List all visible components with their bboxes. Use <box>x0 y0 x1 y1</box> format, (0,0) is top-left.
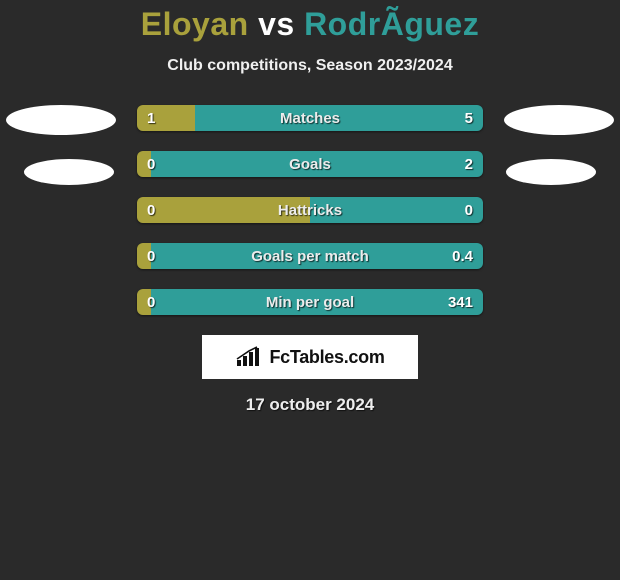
player-right-photo-placeholder-1 <box>504 105 614 135</box>
title-vs: vs <box>249 6 304 42</box>
player-right-photo-placeholder-2 <box>506 159 596 185</box>
stat-row: Min per goal0 341 <box>137 289 483 315</box>
stat-value-left: 1 <box>147 105 155 131</box>
page-title: Eloyan vs RodrÃ­guez <box>0 0 620 43</box>
stat-label: Goals <box>137 151 483 177</box>
branding-badge: FcTables.com <box>202 335 418 379</box>
stat-label: Min per goal <box>137 289 483 315</box>
subtitle: Club competitions, Season 2023/2024 <box>0 57 620 75</box>
stat-value-left: 0 <box>147 289 155 315</box>
stat-row: Goals per match0 0.4 <box>137 243 483 269</box>
stat-value-right: 0 <box>465 197 473 223</box>
stat-value-right: 0.4 <box>452 243 473 269</box>
stat-value-right: 2 <box>465 151 473 177</box>
bars-chart-icon <box>235 346 263 368</box>
stat-value-left: 0 <box>147 151 155 177</box>
stat-value-left: 0 <box>147 197 155 223</box>
stat-label: Goals per match <box>137 243 483 269</box>
stat-label: Hattricks <box>137 197 483 223</box>
player-left-photo-placeholder-2 <box>24 159 114 185</box>
footer-date: 17 october 2024 <box>0 395 620 415</box>
stat-value-right: 5 <box>465 105 473 131</box>
branding-text: FcTables.com <box>269 347 384 368</box>
stat-label: Matches <box>137 105 483 131</box>
comparison-stage: Matches15Goals02Hattricks00Goals per mat… <box>0 105 620 315</box>
stat-value-right: 341 <box>448 289 473 315</box>
title-right: RodrÃ­guez <box>304 6 479 42</box>
stat-row: Hattricks0 0 <box>137 197 483 223</box>
stat-bars: Matches15Goals02Hattricks00Goals per mat… <box>137 105 483 315</box>
stat-row: Goals0 2 <box>137 151 483 177</box>
player-left-photo-placeholder-1 <box>6 105 116 135</box>
stat-value-left: 0 <box>147 243 155 269</box>
title-left: Eloyan <box>141 6 249 42</box>
stat-row: Matches1 5 <box>137 105 483 131</box>
